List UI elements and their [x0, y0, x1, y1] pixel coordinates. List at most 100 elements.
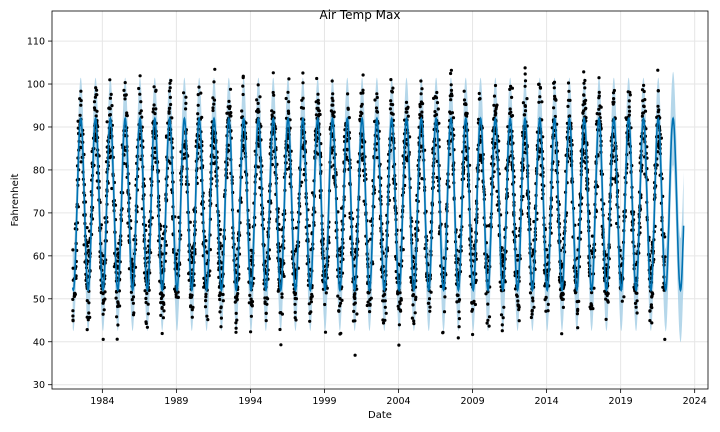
observation-point: [418, 113, 422, 117]
observation-point: [265, 302, 269, 306]
observation-point: [627, 109, 632, 113]
observation-point: [95, 88, 99, 92]
observation-point: [389, 99, 393, 103]
x-axis-ticks: 1984 1989 1994 1999 2004 2009 2014 2019 2024: [90, 389, 707, 407]
observation-point: [138, 111, 142, 115]
observation-point: [414, 297, 418, 302]
observation-point: [650, 295, 654, 299]
observation-point: [391, 112, 395, 116]
observation-point: [487, 324, 491, 328]
observation-point: [183, 156, 187, 160]
observation-point: [492, 94, 497, 98]
observation-point: [345, 148, 349, 152]
observation-point: [539, 173, 543, 177]
observation-point: [382, 299, 386, 303]
forecast-line-group: [71, 116, 685, 293]
observation-point: [517, 319, 521, 323]
observation-point: [493, 83, 498, 88]
observation-point: [584, 116, 588, 120]
observation-point: [413, 311, 417, 315]
observation-point: [145, 291, 149, 296]
observation-point: [184, 101, 188, 105]
observation-point: [256, 107, 260, 111]
observation-point: [138, 92, 142, 96]
observation-point: [584, 98, 588, 102]
observation-point: [419, 100, 423, 104]
observation-point: [575, 312, 580, 316]
observation-point: [589, 249, 593, 253]
observation-point: [435, 175, 439, 180]
observation-point: [410, 316, 414, 320]
observation-point: [137, 86, 141, 91]
observation-point: [338, 304, 342, 308]
observation-point: [538, 95, 542, 99]
observation-point: [583, 107, 588, 111]
observation-point: [457, 310, 461, 314]
observation-point: [523, 66, 527, 70]
observation-point: [316, 114, 320, 118]
observation-point: [115, 337, 119, 341]
observation-point: [517, 308, 521, 312]
observation-point: [352, 302, 356, 306]
observation-point: [146, 312, 150, 316]
observation-point: [641, 111, 645, 115]
observation-point: [611, 91, 616, 95]
observation-point: [197, 85, 201, 89]
observation-point: [427, 297, 432, 301]
observation-point: [633, 301, 638, 305]
y-tick-label: 30: [33, 380, 45, 391]
observation-point: [508, 107, 512, 111]
observation-point: [576, 309, 580, 313]
observation-point: [500, 323, 504, 327]
observation-point: [95, 93, 99, 97]
observation-point: [270, 163, 274, 167]
observation-point: [227, 106, 232, 111]
observation-point: [560, 332, 564, 336]
observation-point: [168, 86, 172, 90]
x-tick-label: 2004: [386, 396, 410, 407]
observation-point: [139, 100, 143, 104]
observation-point: [199, 91, 203, 95]
observation-point: [622, 295, 626, 299]
observation-point: [182, 91, 186, 95]
observation-point: [116, 304, 120, 309]
observation-point: [486, 224, 491, 228]
observation-point: [502, 305, 506, 309]
observation-point: [270, 109, 274, 113]
observation-point: [184, 95, 188, 99]
observation-point: [391, 86, 395, 90]
observation-point: [347, 116, 351, 120]
observation-point: [143, 289, 147, 293]
observation-point: [234, 311, 238, 315]
observation-point: [122, 88, 126, 92]
observation-point: [310, 294, 314, 298]
observation-point: [159, 313, 163, 317]
observation-point: [229, 111, 233, 115]
observation-point: [284, 96, 288, 101]
observation-point: [78, 113, 82, 117]
observation-point: [398, 300, 402, 304]
observation-point: [523, 109, 528, 113]
plot-frame: [51, 10, 709, 390]
observation-point: [531, 296, 535, 300]
observation-point: [603, 289, 607, 293]
y-axis-label: Fahrenheit: [10, 173, 21, 226]
observation-point: [123, 81, 127, 85]
observation-point: [368, 310, 372, 314]
observation-point: [449, 71, 453, 76]
observation-point: [495, 189, 499, 193]
observation-point: [280, 292, 284, 296]
observation-point: [221, 299, 225, 303]
observation-point: [86, 318, 90, 322]
observation-point: [124, 93, 128, 97]
observation-point: [525, 97, 529, 101]
observation-point: [634, 305, 638, 309]
observation-point: [427, 301, 431, 305]
observation-point: [340, 206, 344, 210]
observation-point: [451, 116, 456, 120]
observation-point: [249, 297, 253, 301]
observation-point: [501, 259, 505, 263]
observation-point: [411, 294, 415, 298]
observation-point: [116, 252, 120, 256]
observation-point: [456, 257, 460, 261]
